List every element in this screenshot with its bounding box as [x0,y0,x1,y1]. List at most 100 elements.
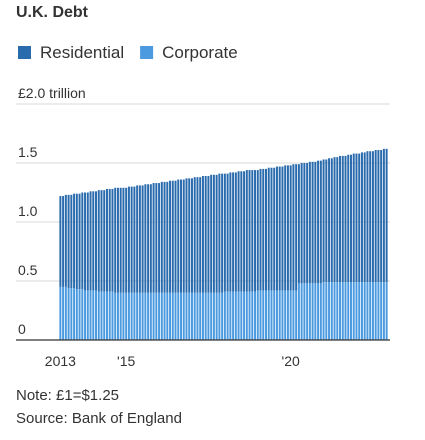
bar-segment [78,193,81,290]
bar-segment [119,292,122,340]
bar-segment [201,175,204,293]
bar-segment [149,184,152,293]
bar-segment [169,180,172,293]
bar-segment [366,282,369,340]
bar-segment [254,291,257,340]
bar-segment [297,164,300,284]
bar-segment [371,151,374,283]
bar-segment [158,183,161,293]
bar-segment [141,292,144,340]
x-tick-label: '15 [117,353,135,369]
bar-segment [251,291,254,340]
bar-segment [251,170,254,292]
bar-segment [284,165,287,291]
bar-segment [207,292,210,340]
bar-segment [341,155,344,283]
bar-segment [212,292,215,340]
bar-segment [336,157,339,283]
bar-segment [171,180,174,293]
bar-segment [177,179,180,293]
bar-segment [284,290,287,340]
bar-segment [363,282,366,340]
bar-segment [303,163,306,284]
bar-segment [243,291,246,340]
bar-segment [100,190,103,292]
bar-segment [89,290,92,340]
bar-segment [229,291,232,340]
bar-segment [144,184,147,293]
bar-segment [221,292,224,340]
bar-segment [152,183,155,293]
bar-segment [166,292,169,340]
bar-segment [210,292,213,340]
bar-segment [73,288,76,340]
bar-segment [278,290,281,340]
bar-segment [130,186,133,293]
bar-segment [193,292,196,340]
bar-segment [275,166,278,291]
bar-segment [92,191,95,291]
bar-segment [119,187,122,293]
bar-segment [81,289,84,340]
bar-segment [333,157,336,283]
bar-segment [245,170,248,292]
y-tick-label: 0 [18,321,26,337]
bar-segment [265,168,267,291]
bar-segment [297,283,300,340]
y-tick-label: £2.0 trillion [18,85,86,101]
bar-segment [377,282,380,340]
bar-segment [286,165,289,291]
bar-segment [196,177,199,293]
bar-segment [199,177,202,293]
bar-segment [108,188,111,292]
bar-segment [100,291,103,340]
bar-segment [207,175,210,293]
bar-segment [360,282,363,340]
bar-segment [322,159,325,283]
bar-segment [226,291,229,340]
bar-segment [114,187,117,293]
bar-segment [245,291,248,340]
bar-segment [352,153,355,283]
bar-segment [204,292,207,340]
bar-segment [89,191,92,291]
bar-segment [330,158,333,283]
bar-segment [166,181,169,293]
bar-segment [133,292,136,340]
bar-segment [347,154,350,283]
bar-segment [248,170,251,292]
bar-segment [385,282,388,340]
bar-segment [248,291,251,340]
bar-segment [190,178,193,293]
bar-segment [347,282,350,340]
bar-segment [193,177,196,293]
bar-segment [78,289,81,340]
bar-segment [382,282,385,340]
bar-segment [127,292,130,340]
bar-segment [70,194,73,289]
bar-segment [105,188,108,292]
bar-segment [226,173,229,292]
bar-segment [265,290,267,340]
bar-segment [95,290,97,340]
bar-segment [122,187,125,293]
bar-segment [127,186,130,293]
bar-segment [174,292,177,340]
bar-segment [374,150,377,283]
bar-segment [92,290,95,340]
bar-segment [325,159,328,283]
bar-segment [325,282,328,340]
bar-segment [111,291,114,340]
legend-label: Residential [40,43,124,62]
bar-segment [62,286,65,340]
legend-label: Corporate [162,43,238,62]
bar-segment [185,178,188,293]
bar-segment [339,282,342,340]
bar-segment [218,292,221,340]
bar-segment [182,292,185,340]
bar-segment [141,185,144,293]
bar-segment [122,292,125,340]
bar-segment [306,163,309,284]
bar-segment [158,292,161,340]
